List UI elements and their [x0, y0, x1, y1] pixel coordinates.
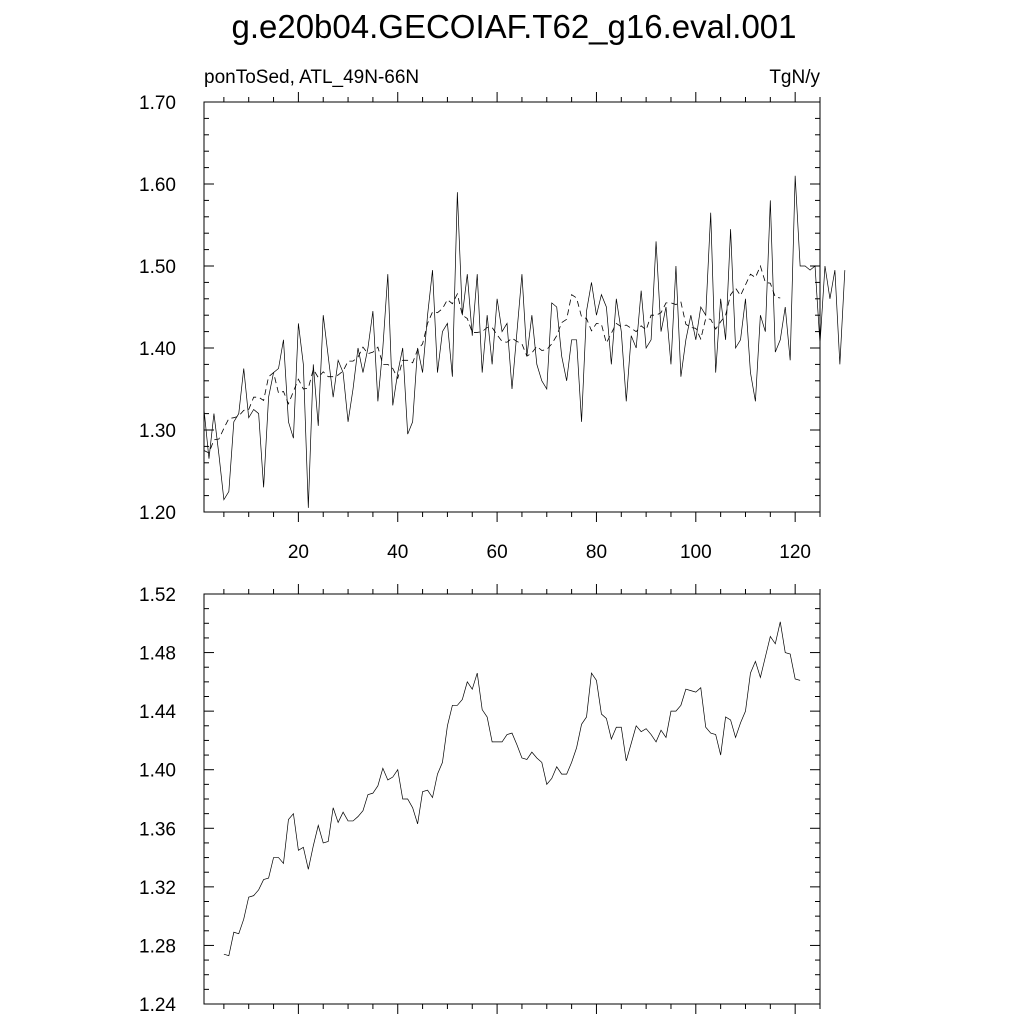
figure-title: g.e20b04.GECOIAF.T62_g16.eval.001: [231, 8, 796, 45]
y-tick-label: 1.20: [139, 503, 176, 524]
x-tick-label: 120: [779, 542, 811, 563]
y-tick-label: 1.28: [139, 936, 176, 957]
x-tick-label: 80: [586, 542, 607, 563]
y-tick-label: 1.36: [139, 819, 176, 840]
y-tick-label: 1.24: [139, 995, 176, 1016]
x-tick-label: 40: [387, 542, 408, 563]
x-tick-label: 60: [487, 542, 508, 563]
running-mean-line: [203, 264, 781, 454]
y-tick-label: 1.52: [139, 585, 176, 606]
y-tick-label: 1.60: [139, 175, 176, 196]
series-line: [203, 175, 846, 508]
y-tick-label: 1.40: [139, 761, 176, 782]
top-panel: 1.20 1.30 1.40 1.50 1.60 1.70 20 40 60 80 100 120: [139, 92, 846, 563]
x-tick-label: 100: [680, 542, 712, 563]
y-tick-label: 1.44: [139, 702, 176, 723]
right-subtitle: TgN/y: [769, 67, 820, 88]
y-tick-label: 1.32: [139, 878, 176, 899]
plot-frame: [203, 593, 821, 1005]
y-tick-label: 1.48: [139, 644, 176, 665]
y-tick-label: 1.70: [139, 93, 176, 114]
y-tick-label: 1.40: [139, 339, 176, 360]
bottom-panel: 1.24 1.28 1.32 1.36 1.40 1.44 1.48 1.52: [139, 584, 821, 1016]
y-tick-label: 1.50: [139, 257, 176, 278]
x-tick-label: 20: [288, 542, 309, 563]
y-tick-label: 1.30: [139, 421, 176, 442]
plot-frame: [203, 101, 821, 513]
series-line: [223, 621, 801, 957]
left-subtitle: ponToSed, ATL_49N-66N: [204, 67, 419, 88]
